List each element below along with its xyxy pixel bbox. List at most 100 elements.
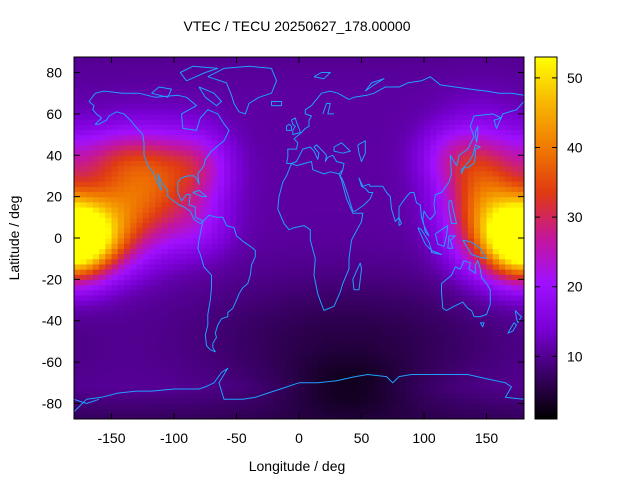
heatmap-cell [192, 382, 200, 389]
heatmap-cell [142, 367, 150, 374]
heatmap-cell [155, 253, 163, 260]
heatmap-cell [380, 300, 388, 306]
heatmap-cell [174, 93, 181, 99]
heatmap-cell [461, 403, 469, 410]
heatmap-cell [386, 201, 394, 208]
heatmap-cell [136, 341, 144, 348]
heatmap-cell [511, 170, 519, 177]
heatmap-cell [155, 310, 163, 317]
heatmap-cell [211, 181, 219, 187]
heatmap-cell [74, 62, 81, 68]
heatmap-cell [149, 134, 156, 141]
heatmap-cell [205, 150, 213, 156]
heatmap-cell [505, 103, 513, 110]
heatmap-cell [186, 103, 194, 110]
heatmap-cell [155, 119, 163, 125]
heatmap-cell [86, 300, 94, 306]
heatmap-cell [242, 103, 250, 110]
heatmap-cell [424, 387, 431, 394]
heatmap-cell [74, 206, 81, 213]
heatmap-cell [155, 341, 163, 348]
heatmap-cell [242, 170, 250, 177]
heatmap-cell [430, 191, 438, 198]
heatmap-cell [280, 67, 288, 74]
heatmap-cell [130, 72, 138, 79]
heatmap-cell [261, 320, 269, 327]
heatmap-cell [455, 191, 463, 198]
heatmap-cell [280, 186, 288, 193]
heatmap-cell [324, 315, 331, 322]
heatmap-cell [486, 382, 494, 389]
heatmap-cell [380, 82, 388, 89]
heatmap-cell [255, 181, 263, 187]
heatmap-cell [136, 196, 144, 203]
heatmap-cell [99, 212, 106, 218]
heatmap-cell [299, 227, 306, 234]
heatmap-cell [267, 320, 275, 327]
heatmap-cell [305, 103, 313, 110]
heatmap-cell [455, 98, 463, 105]
heatmap-cell [392, 201, 400, 208]
heatmap-cell [105, 289, 113, 296]
heatmap-cell [180, 206, 188, 213]
heatmap-cell [149, 155, 156, 162]
heatmap-cell [249, 305, 256, 311]
heatmap-cell [74, 124, 81, 130]
heatmap-cell [124, 155, 131, 162]
heatmap-cell [505, 196, 513, 203]
heatmap-cell [411, 377, 419, 384]
heatmap-cell [155, 93, 163, 99]
heatmap-cell [461, 232, 469, 239]
heatmap-cell [224, 387, 231, 394]
heatmap-cell [217, 201, 225, 208]
heatmap-cell [242, 305, 250, 311]
heatmap-cell [411, 356, 419, 363]
heatmap-cell [261, 201, 269, 208]
heatmap-cell [386, 346, 394, 353]
heatmap-cell [417, 124, 425, 130]
heatmap-cell [355, 155, 363, 162]
heatmap-cell [186, 393, 194, 399]
heatmap-cell [205, 62, 213, 68]
heatmap-cell [511, 98, 519, 105]
heatmap-cell [80, 413, 88, 419]
heatmap-cell [224, 160, 231, 167]
heatmap-cell [117, 129, 125, 136]
heatmap-cell [499, 144, 506, 151]
heatmap-cell [511, 331, 519, 337]
heatmap-cell [86, 387, 94, 394]
heatmap-cell [517, 201, 524, 208]
heatmap-cell [511, 67, 519, 74]
heatmap-cell [517, 186, 524, 193]
heatmap-cell [86, 248, 94, 255]
heatmap-cell [455, 243, 463, 249]
heatmap-cell [336, 372, 344, 379]
heatmap-cell [230, 356, 238, 363]
heatmap-cell [236, 181, 244, 187]
heatmap-cell [117, 346, 125, 353]
heatmap-cell [436, 72, 444, 79]
heatmap-cell [217, 305, 225, 311]
heatmap-cell [299, 212, 306, 218]
heatmap-cell [499, 217, 506, 224]
heatmap-cell [492, 103, 500, 110]
heatmap-cell [105, 150, 113, 156]
heatmap-cell [417, 341, 425, 348]
heatmap-cell [99, 201, 106, 208]
heatmap-cell [217, 103, 225, 110]
heatmap-cell [367, 222, 375, 229]
heatmap-cell [299, 129, 306, 136]
heatmap-cell [92, 155, 100, 162]
heatmap-cell [436, 263, 444, 270]
heatmap-cell [280, 294, 288, 301]
heatmap-cell [317, 331, 325, 337]
heatmap-cell [486, 144, 494, 151]
heatmap-cell [442, 382, 450, 389]
heatmap-cell [242, 362, 250, 368]
heatmap-cell [161, 186, 169, 193]
heatmap-cell [136, 289, 144, 296]
heatmap-cell [111, 294, 119, 301]
heatmap-cell [274, 232, 281, 239]
heatmap-cell [217, 165, 225, 172]
heatmap-cell [255, 367, 263, 374]
